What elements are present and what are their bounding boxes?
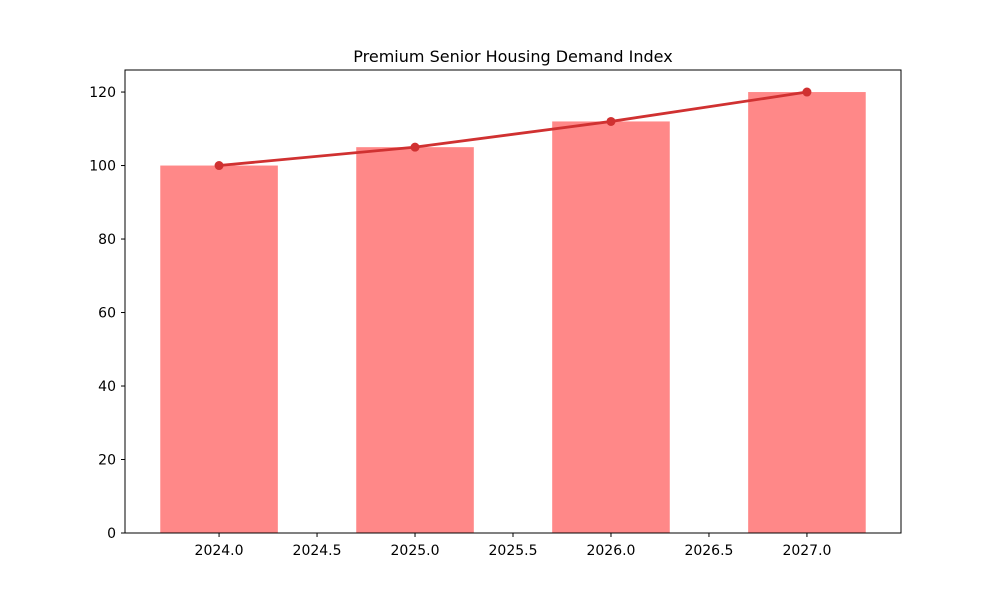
x-axis-tick-label: 2025.5 [489, 543, 538, 559]
x-axis-tick-label: 2024.5 [293, 543, 342, 559]
y-axis-tick-label: 0 [107, 526, 116, 542]
x-axis-tick-label: 2026.5 [684, 543, 733, 559]
bar [160, 165, 278, 534]
line-marker [606, 116, 616, 126]
x-axis-tick-label: 2026.0 [586, 543, 635, 559]
y-axis-tick-label: 60 [98, 306, 116, 322]
y-axis-tick-label: 120 [89, 85, 116, 101]
x-axis-tick-label: 2025.0 [391, 543, 440, 559]
y-axis-tick-label: 80 [98, 232, 116, 248]
line-marker [802, 87, 812, 97]
x-axis-tick-label: 2027.0 [782, 543, 831, 559]
chart-title: Premium Senior Housing Demand Index [353, 47, 672, 66]
y-axis-tick-label: 100 [89, 159, 116, 175]
y-axis-tick-label: 40 [98, 379, 116, 395]
plot-area: 0 20 40 60 80 100 120 2024.0 2024.5 2025.0 2025.5 2… [89, 69, 902, 559]
line-marker [410, 142, 420, 152]
bar [552, 121, 670, 533]
bar [356, 147, 474, 533]
x-axis-tick-label: 2024.0 [195, 543, 244, 559]
line-series [217, 90, 809, 167]
line-marker [214, 161, 224, 171]
y-axis-tick-label: 20 [98, 453, 116, 469]
bar [748, 92, 866, 534]
